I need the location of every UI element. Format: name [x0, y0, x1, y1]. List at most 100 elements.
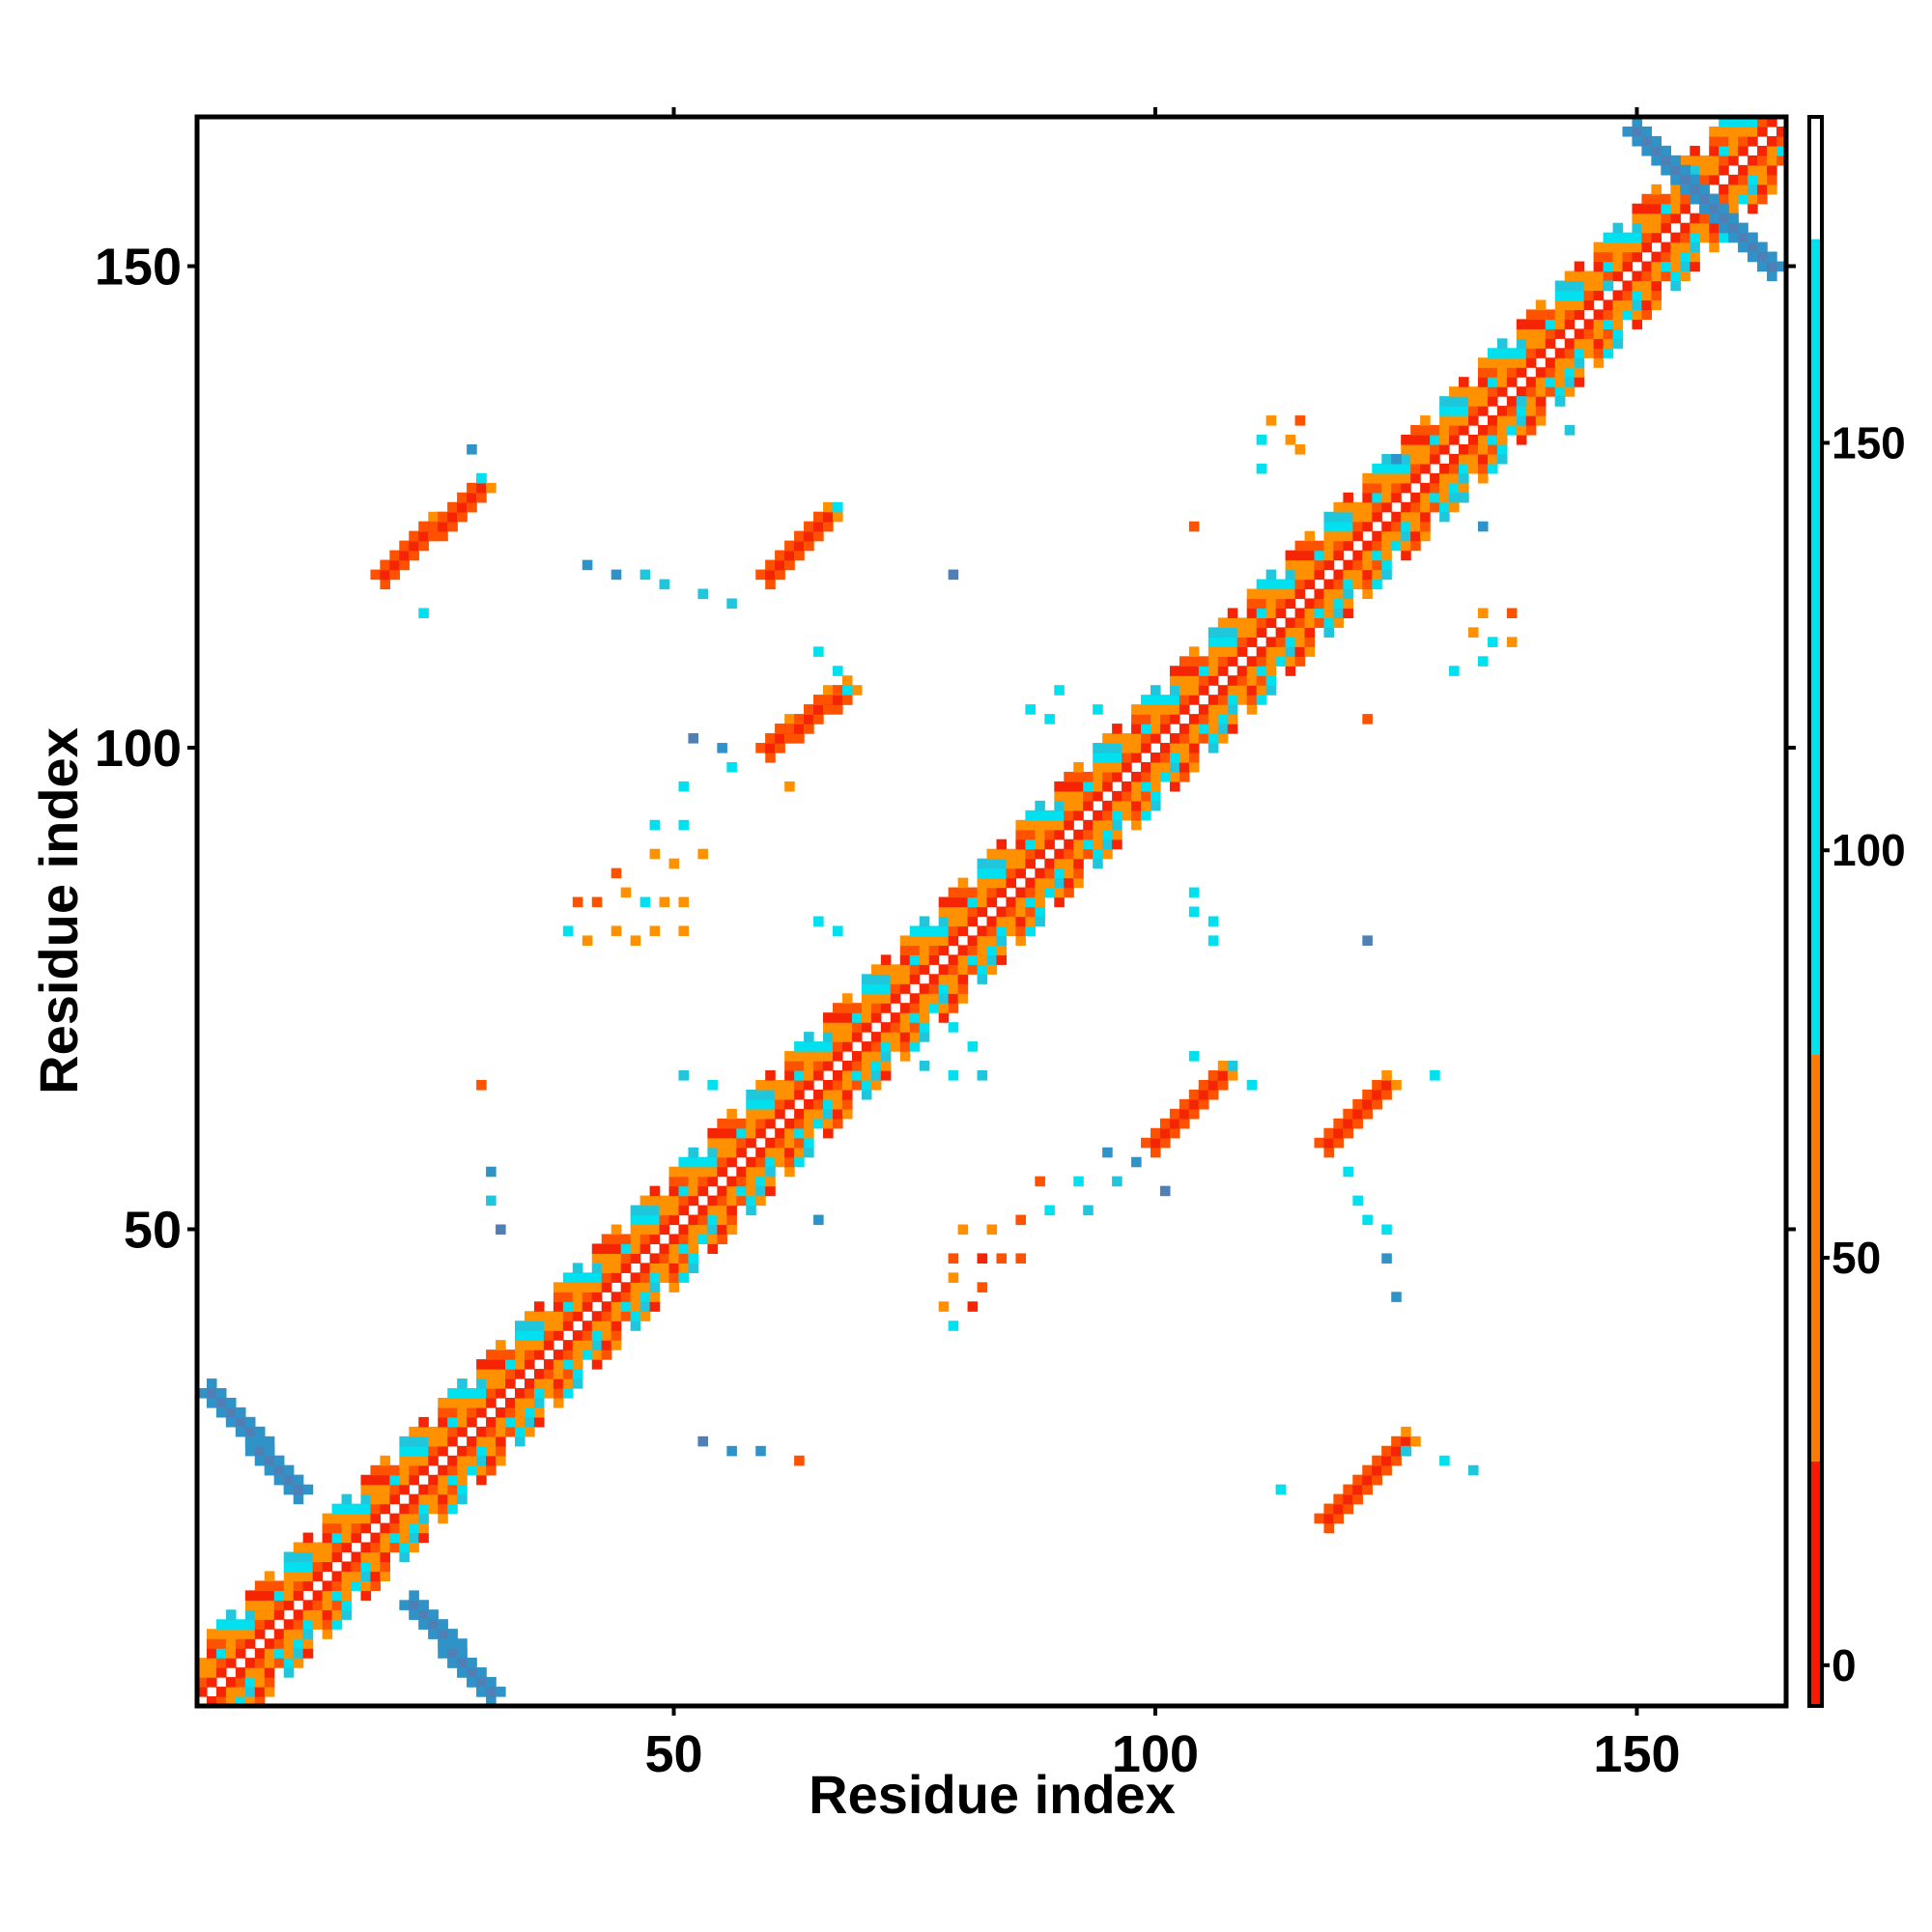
diagonal-cell: [1680, 155, 1690, 166]
diagonal-cell: [244, 1609, 256, 1620]
diagonal-cell: [341, 1532, 353, 1544]
diagonal-cell: [1439, 463, 1450, 474]
patch-cell: [1651, 135, 1662, 147]
diagonal-cell: [1381, 482, 1392, 494]
diagonal-cell: [1516, 348, 1527, 358]
diagonal-cell: [1035, 906, 1045, 918]
diagonal-cell: [322, 1619, 333, 1630]
diagonal-cell: [1477, 472, 1489, 484]
diagonal-cell: [823, 1079, 834, 1091]
diagonal-cell: [1420, 435, 1431, 445]
diagonal-cell: [1719, 145, 1729, 156]
diagonal-cell: [1612, 242, 1624, 253]
diagonal-cell: [1372, 540, 1382, 552]
patch-cell: [1343, 1127, 1353, 1139]
patch-cell: [476, 482, 487, 494]
diagonal-cell: [977, 887, 988, 898]
diagonal-cell: [784, 1127, 795, 1139]
diagonal-cell: [486, 1445, 497, 1457]
diagonal-cell: [302, 1542, 314, 1553]
diagonal-cell: [775, 1108, 785, 1120]
diagonal-cell: [1275, 656, 1287, 667]
diagonal-cell: [1073, 829, 1084, 840]
diagonal-cell: [659, 1195, 670, 1207]
diagonal-cell: [996, 945, 1008, 955]
diagonal-cell: [1122, 753, 1132, 763]
diagonal-cell: [823, 1041, 834, 1052]
diagonal-cell: [351, 1551, 362, 1563]
diagonal-cell: [1006, 916, 1017, 927]
diagonal-cell: [1449, 472, 1460, 484]
patch-cell: [1169, 1108, 1180, 1120]
diagonal-cell: [775, 1079, 785, 1091]
diagonal-cell: [312, 1600, 324, 1610]
diagonal-cell: [775, 1147, 785, 1158]
patch-cell: [1314, 1513, 1325, 1524]
diagonal-cell: [841, 1108, 853, 1120]
contact-point: [1208, 916, 1219, 927]
diagonal-cell: [1054, 800, 1065, 811]
diagonal-cell: [1690, 222, 1700, 234]
contact-point: [1506, 608, 1518, 619]
diagonal-cell: [515, 1388, 526, 1399]
diagonal-cell: [496, 1435, 506, 1447]
patch-cell: [1323, 1127, 1335, 1139]
diagonal-cell: [861, 1041, 872, 1052]
diagonal-cell: [717, 1147, 727, 1158]
diagonal-cell: [1236, 675, 1248, 686]
patch-cell: [206, 1378, 217, 1389]
patch-cell: [765, 559, 776, 571]
patch-cell: [399, 540, 410, 552]
diagonal-cell: [649, 1205, 661, 1216]
patch-cell: [447, 521, 458, 532]
diagonal-cell: [1151, 733, 1161, 744]
diagonal-cell: [1217, 685, 1229, 696]
diagonal-cell: [1439, 501, 1450, 513]
patch-cell: [784, 559, 795, 571]
diagonal-cell: [1728, 174, 1739, 185]
diagonal-cell: [746, 1127, 756, 1139]
patch-cell: [438, 511, 448, 523]
diagonal-cell: [1709, 232, 1719, 243]
diagonal-cell: [1159, 704, 1171, 715]
diagonal-cell: [591, 1350, 603, 1360]
diagonal-cell: [322, 1600, 333, 1610]
diagonal-cell: [438, 1445, 448, 1457]
diagonal-cell: [1159, 771, 1171, 782]
diagonal-cell: [591, 1292, 603, 1302]
patch-cell: [1381, 1445, 1392, 1457]
diagonal-cell: [1159, 695, 1171, 705]
diagonal-cell: [1093, 771, 1103, 782]
contact-point: [639, 896, 651, 908]
diagonal-cell: [1169, 704, 1180, 715]
diagonal-cell: [457, 1388, 468, 1399]
diagonal-cell: [755, 1098, 766, 1110]
diagonal-cell: [1699, 174, 1710, 185]
diagonal-cell: [794, 1137, 805, 1149]
diagonal-cell: [1169, 714, 1180, 724]
diagonal-cell: [562, 1340, 574, 1350]
diagonal-cell: [1179, 685, 1190, 696]
contact-point: [611, 867, 622, 879]
patch-cell: [1343, 1118, 1353, 1129]
diagonal-cell: [726, 1176, 737, 1187]
contact-point: [620, 887, 632, 898]
diagonal-cell: [977, 896, 988, 908]
diagonal-cell: [1304, 579, 1316, 590]
diagonal-cell: [620, 1253, 632, 1264]
diagonal-cell: [1256, 598, 1267, 610]
diagonal-cell: [399, 1513, 410, 1524]
diagonal-cell: [919, 935, 930, 946]
diagonal-cell: [996, 954, 1008, 965]
patch-cell: [1217, 1061, 1229, 1071]
diagonal-cell: [659, 1224, 670, 1236]
diagonal-cell: [851, 1051, 863, 1062]
contact-point: [1294, 443, 1306, 455]
diagonal-cell: [1468, 463, 1479, 474]
diagonal-cell: [389, 1484, 400, 1495]
diagonal-cell: [899, 1032, 911, 1042]
diagonal-cell: [524, 1330, 535, 1341]
diagonal-cell: [967, 945, 979, 955]
diagonal-cell: [447, 1416, 458, 1428]
contact-point: [948, 1022, 959, 1033]
